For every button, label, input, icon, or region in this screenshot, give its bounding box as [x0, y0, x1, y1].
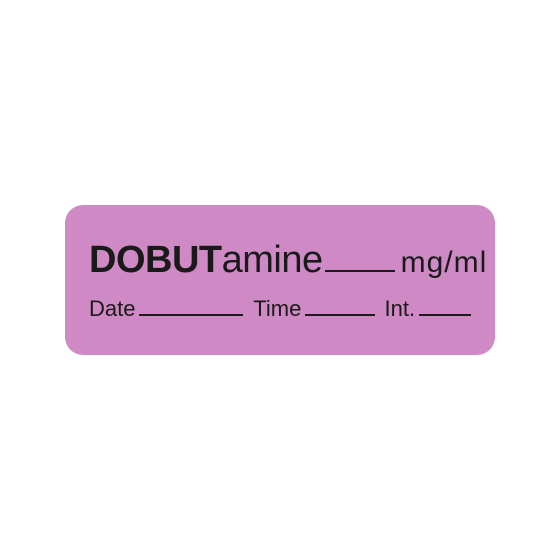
drug-row: DOBUTamine mg/ml — [89, 239, 471, 282]
drug-name-rest: amine — [222, 239, 323, 282]
date-blank — [139, 314, 243, 316]
time-blank — [305, 314, 374, 316]
medication-label: DOBUTamine mg/ml Date Time Int. — [65, 205, 495, 355]
date-label: Date — [89, 296, 135, 322]
unit-text: mg/ml — [401, 246, 488, 280]
drug-name-bold: DOBUT — [89, 239, 222, 282]
concentration-blank — [325, 270, 395, 272]
time-label: Time — [253, 296, 301, 322]
int-label: Int. — [385, 296, 416, 322]
int-blank — [419, 314, 471, 316]
fields-row: Date Time Int. — [89, 296, 471, 322]
